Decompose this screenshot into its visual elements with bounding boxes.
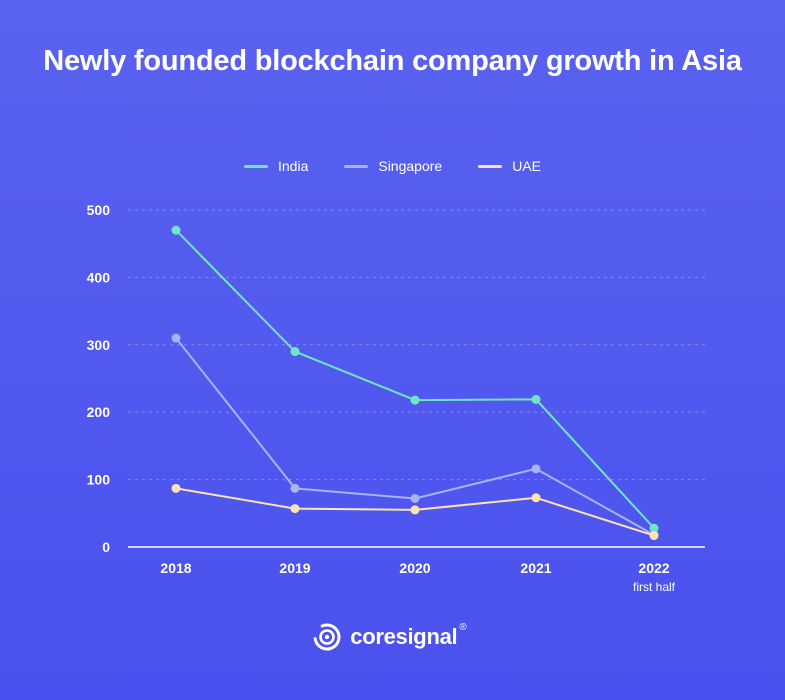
data-point-singapore-2020 xyxy=(410,493,420,503)
brand: coresignal ® xyxy=(0,622,785,652)
x-tick-label-2021: 2021 xyxy=(520,560,551,576)
y-tick-label-500: 500 xyxy=(87,202,111,218)
legend-swatch-uae xyxy=(478,164,503,168)
chart-title: Newly founded blockchain company growth … xyxy=(43,45,742,77)
legend-item-singapore: Singapore xyxy=(344,158,442,174)
data-point-india-2019 xyxy=(290,347,300,357)
data-point-india-2018 xyxy=(171,225,181,235)
data-point-india-2021 xyxy=(531,394,541,404)
brand-name: coresignal xyxy=(350,624,458,649)
x-tick-label-2022: 2022 xyxy=(638,560,669,576)
data-point-singapore-2018 xyxy=(171,333,181,343)
y-tick-label-400: 400 xyxy=(87,269,111,285)
series-line-singapore xyxy=(175,337,655,536)
coresignal-logo-icon xyxy=(313,623,341,651)
data-point-singapore-2021 xyxy=(531,464,541,474)
y-tick-label-0: 0 xyxy=(102,539,110,555)
data-point-uae-2018 xyxy=(171,483,181,493)
x-tick-sublabel-2022: first half xyxy=(633,580,676,594)
data-point-uae-2021 xyxy=(531,493,541,503)
legend-label-uae: UAE xyxy=(512,158,541,174)
x-tick-label-2018: 2018 xyxy=(160,560,191,576)
legend: India Singapore UAE xyxy=(0,158,785,174)
data-point-uae-2020 xyxy=(410,505,420,515)
legend-swatch-india xyxy=(244,164,268,168)
x-tick-label-2020: 2020 xyxy=(399,560,430,576)
y-tick-label-200: 200 xyxy=(87,404,111,420)
legend-item-india: India xyxy=(244,158,308,174)
brand-registered-mark: ® xyxy=(459,621,467,633)
legend-label-india: India xyxy=(278,158,309,174)
series-line-india xyxy=(175,229,655,529)
data-point-india-2022 xyxy=(649,523,659,533)
data-point-uae-2019 xyxy=(290,504,300,514)
data-point-singapore-2019 xyxy=(290,483,300,493)
x-tick-label-2019: 2019 xyxy=(279,560,310,576)
y-tick-label-300: 300 xyxy=(87,337,111,353)
legend-label-singapore: Singapore xyxy=(378,158,443,174)
data-point-uae-2022 xyxy=(649,531,659,541)
legend-item-uae: UAE xyxy=(478,158,541,174)
legend-swatch-singapore xyxy=(344,164,369,168)
data-point-india-2020 xyxy=(410,395,420,405)
y-tick-label-100: 100 xyxy=(87,472,111,488)
